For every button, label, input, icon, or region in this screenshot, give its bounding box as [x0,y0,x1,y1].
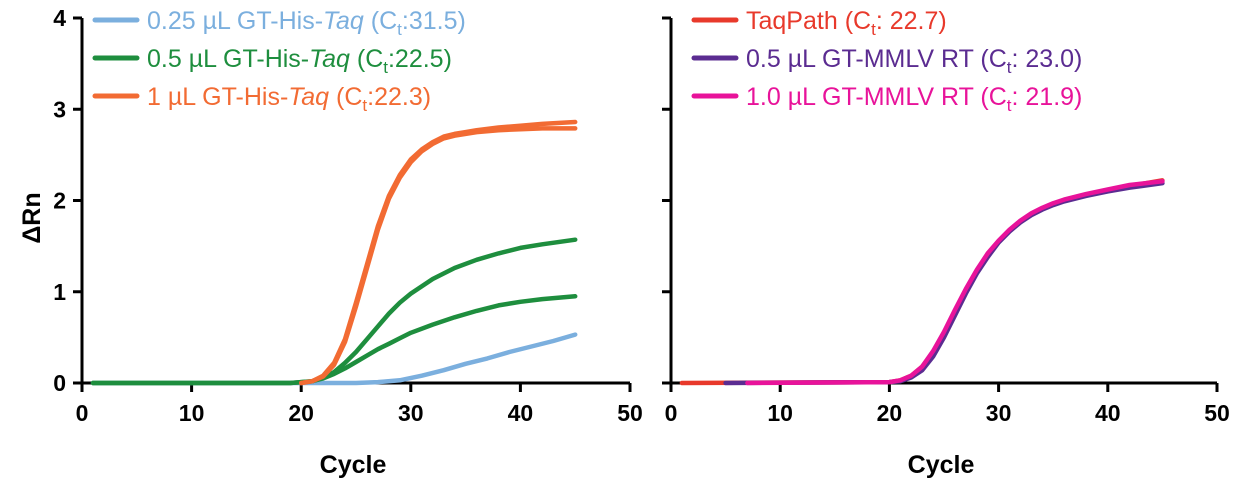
x-tick-label: 10 [767,400,793,426]
x-tick-label: 50 [617,400,643,426]
series-line-1 [723,180,1165,386]
legend-label-2: 1 µL GT-His-Taq (Ct:22.3) [147,83,431,115]
x-tick-label: 30 [398,400,424,426]
legend-label-1: 0.5 µL GT-His-Taq (Ct:22.5) [147,45,452,77]
x-tick-label: 20 [877,400,903,426]
x-tick-label: 40 [508,400,534,426]
y-tick-label: 0 [53,370,66,396]
y-tick-label: 2 [53,188,66,214]
right-chart-panel: 0 10 20 30 40 50 Cycle TaqPath (Ct: 22.7) 0.5 µL… [662,7,1230,479]
x-tick-label: 10 [179,400,205,426]
legend-label-0: 0.25 µL GT-His-Taq (Ct:31.5) [147,7,466,39]
x-axis-title: Cycle [320,451,387,479]
x-tick-label: 0 [76,400,89,426]
series-line-2-replicate [298,126,578,386]
x-axis-title: Cycle [908,451,975,479]
legend-label-2: 1.0 µL GT-MMLV RT (Ct: 21.9) [746,83,1082,115]
series-line-0 [90,332,578,386]
x-tick-label: 0 [665,400,678,426]
y-tick-label: 3 [53,96,66,122]
y-tick-label: 4 [53,5,66,31]
x-tick-label: 20 [288,400,314,426]
y-tick-label: 1 [53,279,66,305]
x-tick-label: 30 [986,400,1012,426]
y-axis-title: ΔRn [18,192,46,243]
x-tick-label: 40 [1095,400,1121,426]
legend-label-1: 0.5 µL GT-MMLV RT (Ct: 23.0) [746,45,1082,77]
x-tick-label: 50 [1204,400,1230,426]
legend-label-0: TaqPath (Ct: 22.7) [746,7,947,39]
series-line-0 [679,178,1165,386]
series-line-2 [745,179,1165,386]
